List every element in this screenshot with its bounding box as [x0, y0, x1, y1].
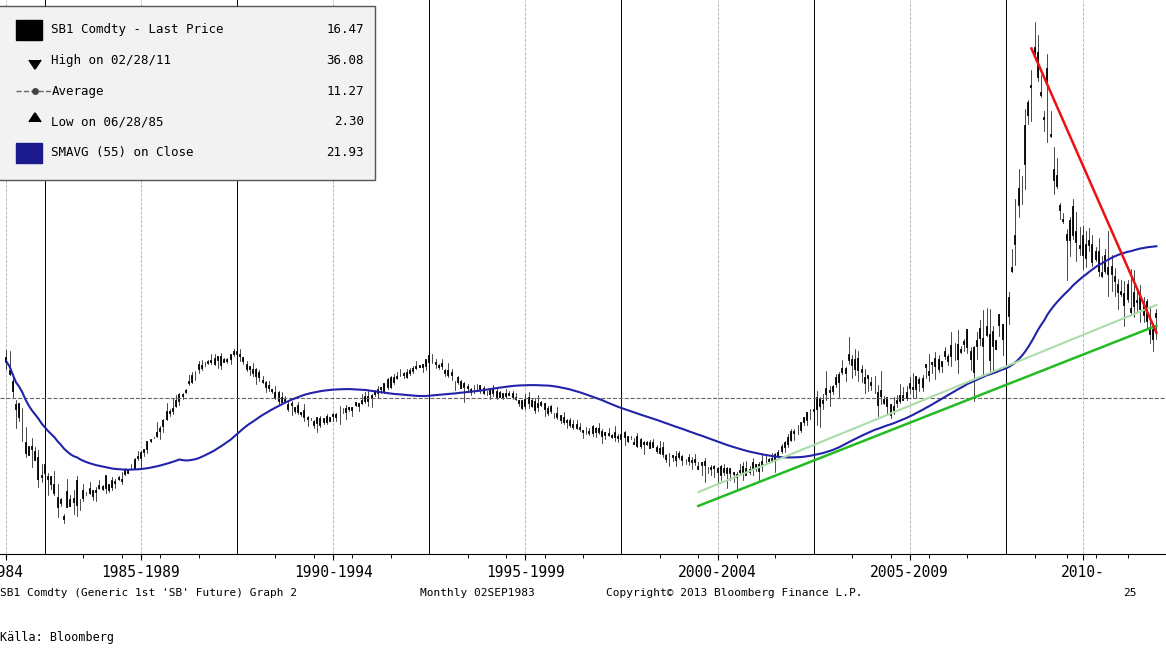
- Text: 2.30: 2.30: [333, 116, 364, 128]
- Text: 21.93: 21.93: [326, 146, 364, 159]
- Text: High on 02/28/11: High on 02/28/11: [51, 54, 171, 67]
- Text: Monthly 02SEP1983: Monthly 02SEP1983: [420, 588, 534, 598]
- Text: Low on 06/28/85: Low on 06/28/85: [51, 116, 163, 128]
- Text: Källa: Bloomberg: Källa: Bloomberg: [0, 631, 114, 644]
- Text: 16.47: 16.47: [326, 23, 364, 36]
- FancyBboxPatch shape: [0, 5, 375, 180]
- Text: Copyright© 2013 Bloomberg Finance L.P.: Copyright© 2013 Bloomberg Finance L.P.: [606, 588, 863, 598]
- Text: 25: 25: [1123, 588, 1137, 598]
- Bar: [16, 19, 42, 39]
- Text: SB1 Comdty (Generic 1st 'SB' Future) Graph 2: SB1 Comdty (Generic 1st 'SB' Future) Gra…: [0, 588, 297, 598]
- Text: SB1 Comdty - Last Price: SB1 Comdty - Last Price: [51, 23, 224, 36]
- Text: 36.08: 36.08: [326, 54, 364, 67]
- Text: Average: Average: [51, 85, 104, 98]
- Text: 11.27: 11.27: [326, 85, 364, 98]
- Bar: [16, 142, 42, 162]
- Text: SMAVG (55) on Close: SMAVG (55) on Close: [51, 146, 194, 159]
